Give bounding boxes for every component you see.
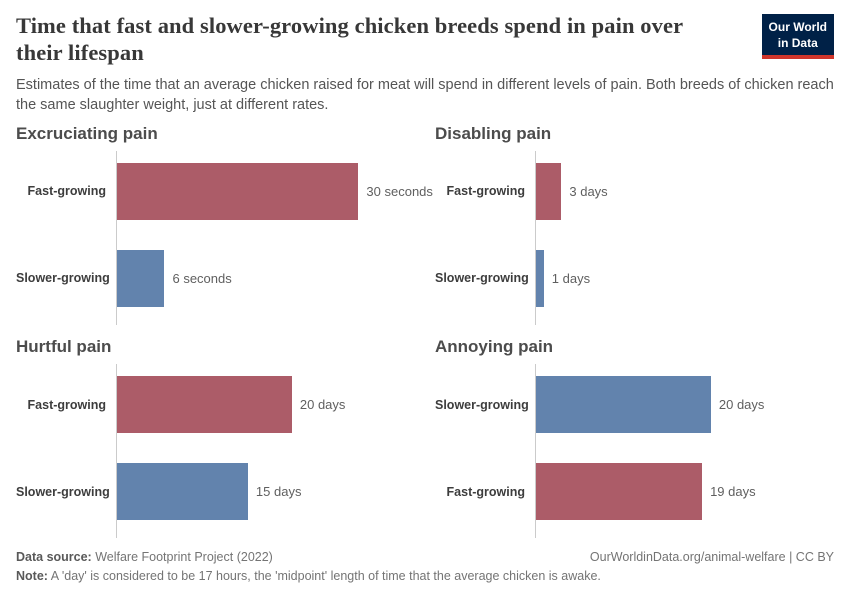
chart-title: Time that fast and slower-growing chicke… <box>16 13 683 65</box>
footer-row: Data source: Welfare Footprint Project (… <box>16 548 834 567</box>
bar-value-label: 3 days <box>569 183 608 199</box>
bar <box>116 376 292 434</box>
bar-value-label: 15 days <box>255 484 302 500</box>
y-axis-line <box>116 364 117 539</box>
note-label: Note: <box>16 569 48 584</box>
y-axis-line <box>535 150 536 325</box>
bar <box>116 249 165 307</box>
data-source: Data source: Welfare Footprint Project (… <box>16 548 273 567</box>
bar-area: 20 days <box>116 376 415 434</box>
bar-area: 1 days <box>535 249 834 307</box>
owid-logo-line1: Our World <box>768 20 827 34</box>
bar <box>535 376 711 434</box>
chart-panel: Annoying pain Slower-growing 20 days Fas… <box>435 336 834 539</box>
chart-panel: Disabling pain Fast-growing 3 days Slowe… <box>435 124 834 325</box>
panel-title: Hurtful pain <box>16 336 112 356</box>
bar-row: Slower-growing 20 days <box>435 376 834 434</box>
bar <box>116 463 248 521</box>
bar-value-label: 20 days <box>299 397 346 413</box>
bar-area: 30 seconds <box>116 162 433 220</box>
panel-plot: Fast-growing 20 days Slower-growing 15 d… <box>16 364 415 539</box>
panel-title: Disabling pain <box>435 123 552 143</box>
attribution: OurWorldinData.org/animal-welfare | CC B… <box>589 550 834 565</box>
bar <box>535 249 544 307</box>
bar-row: Slower-growing 15 days <box>16 463 415 521</box>
data-source-label: Data source: <box>16 550 92 565</box>
bar-row: Fast-growing 20 days <box>16 376 415 434</box>
y-axis-line <box>535 364 536 539</box>
bar-row: Fast-growing 19 days <box>435 463 834 521</box>
bar-row: Slower-growing 1 days <box>435 249 834 307</box>
panels-grid: Excruciating pain Fast-growing 30 second… <box>16 124 834 539</box>
footer: Data source: Welfare Footprint Project (… <box>16 548 834 586</box>
row-label: Slower-growing <box>435 397 529 412</box>
bar-row: Fast-growing 30 seconds <box>16 162 433 220</box>
bar-row: Slower-growing 6 seconds <box>16 249 415 307</box>
bar <box>116 162 359 220</box>
row-label: Fast-growing <box>27 184 106 199</box>
bar-area: 20 days <box>535 376 834 434</box>
chart-panel: Hurtful pain Fast-growing 20 days Slower… <box>16 336 415 539</box>
bar-area: 6 seconds <box>116 249 415 307</box>
row-label: Slower-growing <box>435 271 529 286</box>
note: Note: A 'day' is considered to be 17 hou… <box>16 567 834 586</box>
bar-value-label: 30 seconds <box>366 183 433 199</box>
chart-page: Time that fast and slower-growing chicke… <box>16 12 834 586</box>
row-label: Fast-growing <box>27 397 106 412</box>
row-label: Slower-growing <box>16 484 110 499</box>
panel-plot: Slower-growing 20 days Fast-growing 19 d… <box>435 364 834 539</box>
bar <box>535 463 703 521</box>
bar-area: 19 days <box>535 463 834 521</box>
bar <box>535 162 562 220</box>
bar-value-label: 1 days <box>551 270 591 286</box>
owid-logo: Our World in Data <box>761 14 834 60</box>
bar-value-label: 19 days <box>710 484 756 500</box>
owid-logo-line2: in Data <box>777 35 818 50</box>
bar-area: 3 days <box>535 162 834 220</box>
bar-area: 15 days <box>116 463 415 521</box>
panel-title: Annoying pain <box>435 336 554 356</box>
bar-value-label: 6 seconds <box>172 270 232 286</box>
bar-value-label: 20 days <box>718 397 765 413</box>
bar-row: Fast-growing 3 days <box>435 162 834 220</box>
data-source-value: Welfare Footprint Project (2022) <box>91 550 273 565</box>
row-label: Slower-growing <box>16 271 110 286</box>
y-axis-line <box>116 150 117 325</box>
panel-title: Excruciating pain <box>16 123 158 143</box>
row-label: Fast-growing <box>446 184 525 199</box>
chart-panel: Excruciating pain Fast-growing 30 second… <box>16 123 433 325</box>
panel-plot: Fast-growing 30 seconds Slower-growing 6… <box>16 150 433 325</box>
chart-subtitle: Estimates of the time that an average ch… <box>16 77 834 114</box>
note-value: A 'day' is considered to be 17 hours, th… <box>47 569 601 584</box>
row-label: Fast-growing <box>446 484 525 499</box>
header: Time that fast and slower-growing chicke… <box>16 12 834 66</box>
panel-plot: Fast-growing 3 days Slower-growing 1 day… <box>435 150 834 325</box>
